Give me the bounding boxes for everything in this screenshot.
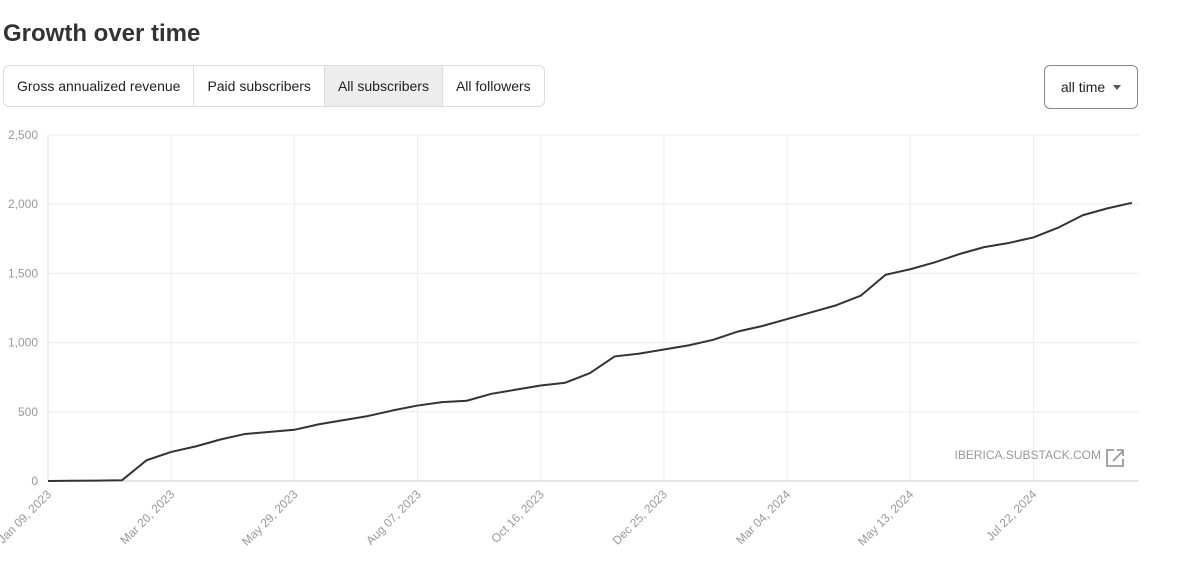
- x-tick-label: Aug 07, 2023: [363, 487, 424, 548]
- y-tick-label: 1,500: [8, 266, 38, 280]
- range-label: all time: [1060, 79, 1106, 95]
- caret-icon: [1113, 84, 1122, 90]
- page-title: Growth over time: [3, 20, 201, 47]
- data-line: [47, 201, 1133, 482]
- x-tick-label: Oct 16, 2023: [488, 487, 547, 546]
- external-link-icon: [1106, 449, 1124, 467]
- tab[interactable]: All subscribers: [323, 66, 442, 106]
- x-tick-label: Jul 22, 2024: [983, 487, 1039, 543]
- x-tick-label: Dec 25, 2023: [610, 487, 671, 548]
- y-tick-label: 2,500: [8, 128, 38, 142]
- tab[interactable]: Gross annualized revenue: [17, 78, 181, 94]
- y-tick-label: 0: [31, 474, 38, 488]
- y-tick-label: 1,000: [8, 336, 38, 350]
- y-tick-label: 500: [18, 405, 38, 419]
- watermark-link[interactable]: IBERICA.SUBSTACK.COM: [955, 448, 1124, 467]
- x-tick-label: May 13, 2024: [855, 487, 917, 549]
- tab[interactable]: All followers: [441, 66, 544, 106]
- x-tick-label: Mar 20, 2023: [117, 487, 177, 547]
- x-tick-label: May 29, 2023: [239, 487, 301, 549]
- range-dropdown[interactable]: all time: [1044, 65, 1138, 109]
- chart: 0 500 1,000 1,500 2,000 2,500 Jan 09, 2023 Mar …: [0, 128, 1139, 549]
- tab[interactable]: Paid subscribers: [193, 66, 324, 106]
- watermark-text: IBERICA.SUBSTACK.COM: [955, 448, 1101, 462]
- y-tick-label: 2,000: [8, 197, 38, 211]
- x-tick-label: Mar 04, 2024: [733, 487, 793, 547]
- tab-bar: Gross annualized revenue Paid subscribers…: [3, 65, 545, 107]
- x-tick-label: Jan 09, 2023: [0, 487, 54, 546]
